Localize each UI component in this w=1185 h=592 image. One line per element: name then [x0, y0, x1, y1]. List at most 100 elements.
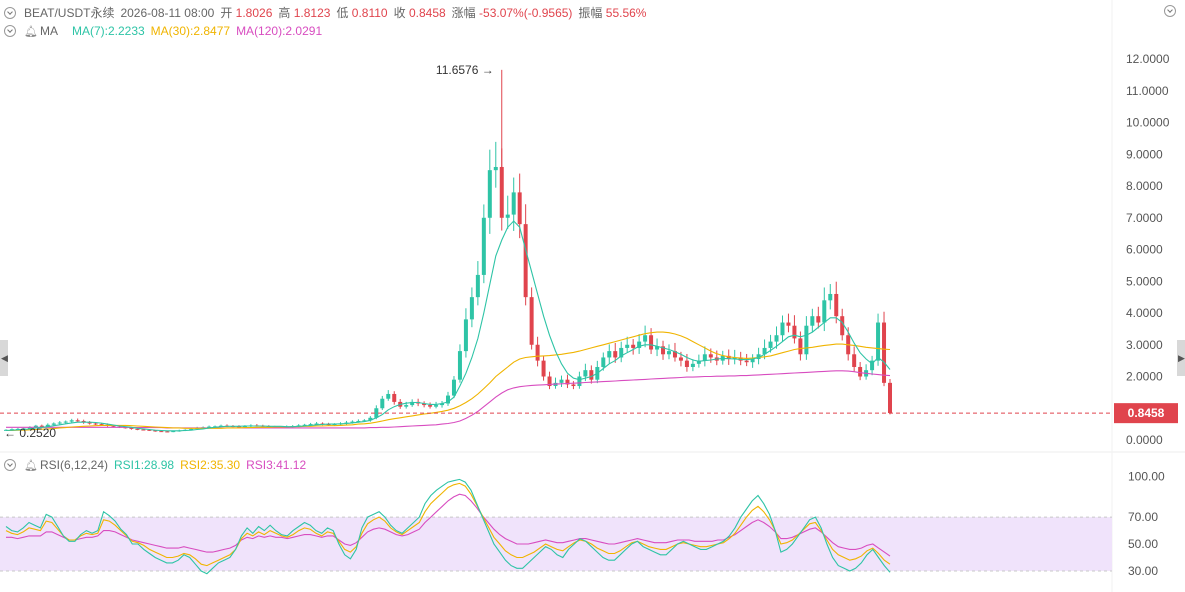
- open-label: 开: [220, 6, 233, 20]
- amplitude-value: 55.56%: [605, 6, 647, 20]
- candle-up: [876, 322, 881, 361]
- symbol-label: BEAT/USDT永续: [24, 6, 115, 20]
- last-price-tag: [1114, 403, 1178, 424]
- price-tick-label: 7.0000: [1126, 211, 1163, 225]
- candle-up: [732, 357, 737, 360]
- low-value: 0.8110: [351, 6, 388, 20]
- ma7-line: [5, 220, 891, 432]
- scroll-left-button[interactable]: ◀: [0, 340, 8, 376]
- candle-down: [529, 297, 534, 345]
- candle-down: [499, 166, 504, 218]
- candle-up: [207, 426, 212, 428]
- candle-down: [147, 429, 152, 431]
- candle-up: [446, 395, 450, 404]
- open-value: 1.8026: [235, 6, 273, 20]
- candle-down: [535, 344, 540, 361]
- candle-up: [822, 300, 827, 323]
- price-tick-label: 6.0000: [1126, 243, 1163, 257]
- candle-up: [469, 297, 474, 320]
- close-value: 0.8458: [408, 6, 446, 20]
- candle-up: [774, 335, 779, 342]
- ma30-line: [6, 331, 891, 432]
- rsi1-line: [5, 478, 891, 575]
- candle-up: [57, 422, 62, 424]
- candle-up: [27, 427, 32, 429]
- rsi-legend: 🔔︎ RSI(6,12,24) RSI1:28.98 RSI2:35.30 RS…: [0, 458, 306, 472]
- candle-down: [39, 425, 44, 427]
- rsi3-line: [6, 493, 891, 557]
- ma-indicator-name: MA: [39, 24, 58, 38]
- candle-down: [422, 403, 427, 406]
- rsi-indicator-name: RSI(6,12,24): [39, 458, 109, 472]
- price-tick-label: 5.0000: [1126, 274, 1163, 288]
- candle-up: [511, 192, 516, 215]
- candle-down: [159, 431, 164, 433]
- rsi-tick-label: 100.00: [1128, 470, 1165, 484]
- rsi-band: [0, 517, 1112, 571]
- candle-up: [189, 428, 194, 430]
- collapse-icon[interactable]: [4, 25, 16, 37]
- collapse-icon[interactable]: [4, 6, 16, 19]
- candle-up: [655, 346, 660, 350]
- candle-down: [834, 293, 839, 317]
- candle-up: [374, 408, 379, 418]
- candle-down: [589, 370, 594, 380]
- candle-up: [583, 370, 588, 377]
- rsi1-legend: RSI1:28.98: [114, 458, 175, 472]
- candle-down: [672, 351, 677, 358]
- rsi3-legend: RSI3:41.12: [246, 458, 307, 472]
- candle-down: [75, 420, 80, 422]
- candle-up: [481, 217, 486, 275]
- min-price-label: ← 0.2520: [4, 426, 56, 440]
- bell-icon[interactable]: 🔔︎: [24, 25, 38, 38]
- candle-down: [547, 376, 552, 387]
- candle-down: [87, 422, 92, 424]
- candle-up: [505, 214, 510, 218]
- candle-up: [63, 421, 68, 423]
- candle-up: [434, 405, 439, 407]
- candle-up: [308, 424, 313, 426]
- candle-up: [457, 351, 462, 380]
- candle-up: [386, 393, 391, 399]
- candle-down: [153, 430, 158, 432]
- candle-up: [487, 170, 492, 218]
- candle-down: [882, 322, 887, 383]
- candle-down: [392, 393, 397, 402]
- price-tick-label: 10.0000: [1126, 116, 1170, 130]
- candle-up: [440, 403, 445, 406]
- price-tick-label: 12.0000: [1126, 52, 1170, 66]
- candle-up: [607, 351, 612, 358]
- candle-up: [601, 357, 606, 367]
- scroll-right-button[interactable]: ▶: [1177, 340, 1185, 376]
- close-label: 收: [393, 6, 406, 20]
- candle-up: [451, 379, 456, 396]
- collapse-icon[interactable]: [1164, 5, 1176, 17]
- candle-down: [726, 355, 731, 360]
- candle-down: [684, 360, 689, 367]
- candle-down: [135, 428, 140, 430]
- candle-down: [523, 224, 528, 298]
- datetime-label: 2026-08-11 08:00: [120, 5, 215, 20]
- rsi-tick-label: 70.00: [1128, 510, 1158, 524]
- candle-down: [678, 357, 683, 361]
- ma120-line: [6, 370, 891, 429]
- candle-up: [702, 354, 707, 361]
- chevron-left-icon: ◀: [1, 353, 8, 363]
- change-label: 涨幅: [451, 6, 476, 20]
- candle-down: [649, 335, 654, 350]
- rsi-tick-label: 30.00: [1128, 564, 1158, 578]
- rsi2-line: [5, 482, 891, 567]
- collapse-icon[interactable]: [4, 459, 16, 471]
- candle-down: [852, 354, 857, 367]
- candle-down: [708, 354, 713, 358]
- candle-up: [768, 341, 773, 348]
- candle-down: [571, 384, 576, 387]
- candle-down: [236, 426, 241, 428]
- candle-down: [517, 192, 522, 225]
- candle-up: [33, 425, 38, 428]
- candle-down: [786, 322, 791, 326]
- bell-icon[interactable]: 🔔︎: [24, 459, 38, 472]
- candle-up: [368, 417, 373, 421]
- candle-down: [613, 351, 618, 358]
